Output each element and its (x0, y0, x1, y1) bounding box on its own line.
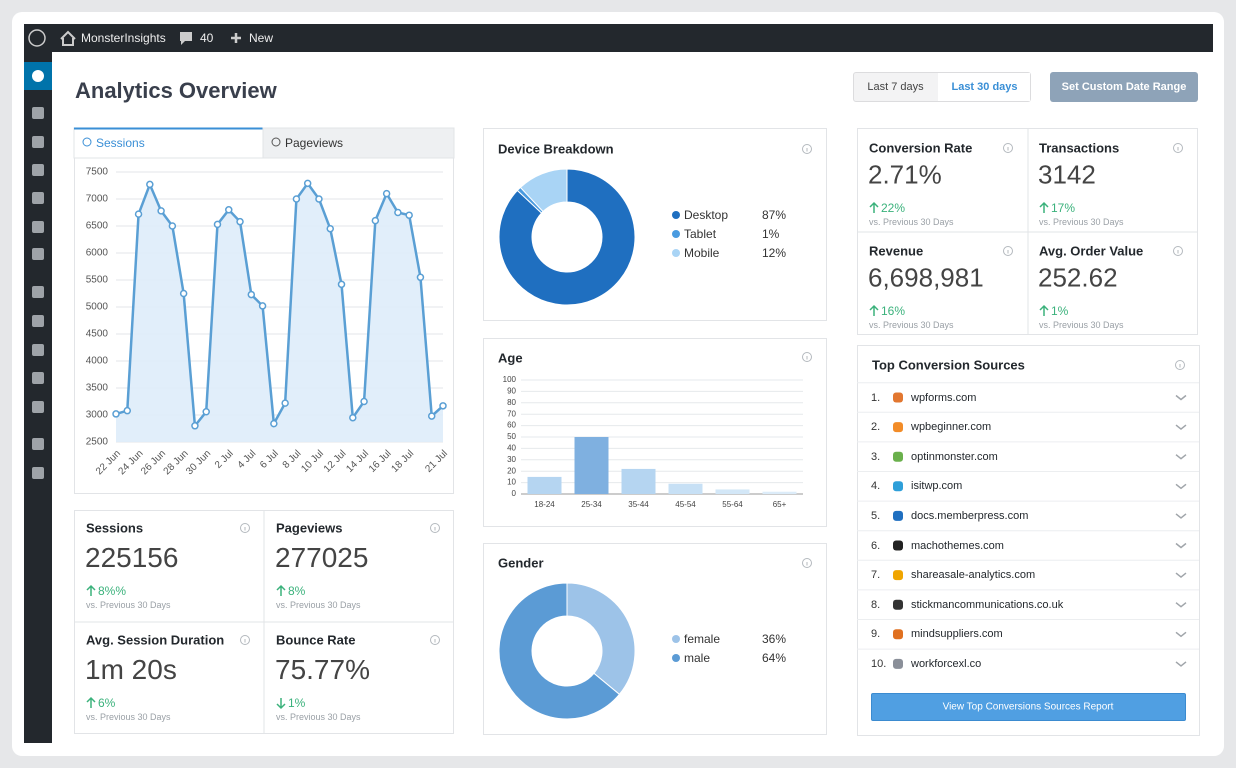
value-label: 12% (762, 246, 787, 260)
stat-value: 3142 (1038, 159, 1096, 190)
source-name[interactable]: workforcexl.co (911, 657, 982, 670)
source-rank: 10. (871, 657, 887, 670)
stat-value: 75.77% (275, 654, 370, 685)
stat-value: 277025 (275, 542, 369, 573)
stat-label: Avg. Session Duration (86, 632, 225, 648)
legend-label: male (684, 651, 711, 665)
report-button-label[interactable]: View Top Conversions Sources Report (942, 701, 1114, 713)
stat-label: Pageviews (276, 520, 343, 536)
source-name[interactable]: wpforms.com (911, 391, 977, 404)
stat-value: 252.62 (1038, 262, 1118, 293)
stat-label: Avg. Order Value (1039, 243, 1144, 259)
comment-count[interactable]: 40 (200, 31, 214, 45)
stat-change: 6% (98, 696, 116, 710)
age-panel (483, 338, 827, 527)
range-button[interactable]: Last 7 days (867, 81, 924, 93)
panel-title: Device Breakdown (498, 141, 614, 157)
source-name[interactable]: wpbeginner.com (911, 421, 992, 434)
new-link[interactable]: New (249, 31, 274, 45)
source-rank: 1. (871, 391, 881, 404)
stat-note: vs. Previous 30 Days (86, 600, 171, 610)
stat-note: vs. Previous 30 Days (869, 217, 954, 227)
legend-label: female (684, 632, 721, 646)
source-name[interactable]: docs.memberpress.com (911, 509, 1029, 522)
stat-label: Sessions (86, 520, 144, 536)
source-name[interactable]: isitwp.com (911, 480, 963, 493)
sessions-panel (74, 128, 454, 494)
source-name[interactable]: shareasale-analytics.com (911, 569, 1036, 582)
stat-label: Conversion Rate (869, 140, 973, 156)
site-name[interactable]: MonsterInsights (81, 31, 166, 45)
source-name[interactable]: machothemes.com (911, 539, 1004, 552)
stat-value: 225156 (85, 542, 179, 573)
stat-note: vs. Previous 30 Days (276, 712, 361, 722)
value-label: 36% (762, 632, 787, 646)
stat-value: 2.71% (868, 159, 942, 190)
tab-label[interactable]: Pageviews (285, 136, 344, 150)
panel-title: Top Conversion Sources (872, 357, 1025, 373)
panel-title: Gender (498, 555, 544, 571)
source-name[interactable]: optinmonster.com (911, 450, 998, 463)
legend-label: Desktop (684, 208, 729, 222)
panel-title: Age (498, 350, 523, 366)
page-title: Analytics Overview (75, 78, 277, 103)
value-label: 1% (762, 227, 780, 241)
stat-change: 16% (881, 304, 906, 318)
device-panel (483, 128, 827, 321)
stat-note: vs. Previous 30 Days (1039, 320, 1124, 330)
value-label: 87% (762, 208, 787, 222)
top-sources-panel (857, 345, 1200, 736)
source-rank: 6. (871, 539, 881, 552)
stat-change: 1% (1051, 304, 1069, 318)
source-rank: 7. (871, 569, 881, 582)
source-rank: 2. (871, 421, 881, 434)
admin-bar (24, 24, 1213, 52)
stat-label: Bounce Rate (276, 632, 356, 648)
sidebar-active-item[interactable] (24, 62, 52, 90)
stat-value: 6,698,981 (868, 262, 984, 293)
stat-value: 1m 20s (85, 654, 177, 685)
stat-change: 8%% (98, 584, 127, 598)
source-name[interactable]: stickmancommunications.co.uk (911, 598, 1064, 611)
source-rank: 8. (871, 598, 881, 611)
custom-range-button[interactable] (1050, 72, 1198, 102)
report-button[interactable] (871, 693, 1186, 721)
source-name[interactable]: mindsuppliers.com (911, 628, 1003, 641)
legend-label: Mobile (684, 246, 720, 260)
legend-label: Tablet (684, 227, 717, 241)
admin-sidebar (24, 52, 52, 743)
range-active-bg (938, 73, 1030, 101)
stat-label: Transactions (1039, 140, 1120, 156)
value-label: 64% (762, 651, 787, 665)
source-rank: 3. (871, 450, 881, 463)
stat-change: 1% (288, 696, 306, 710)
stat-note: vs. Previous 30 Days (1039, 217, 1124, 227)
source-rank: 5. (871, 509, 881, 522)
source-rank: 9. (871, 628, 881, 641)
source-rank: 4. (871, 480, 881, 493)
stat-note: vs. Previous 30 Days (869, 320, 954, 330)
stat-change: 22% (881, 201, 906, 215)
stat-change: 8% (288, 584, 306, 598)
stat-note: vs. Previous 30 Days (276, 600, 361, 610)
stat-note: vs. Previous 30 Days (86, 712, 171, 722)
range-button[interactable]: Last 30 days (951, 81, 1018, 93)
stat-change: 17% (1051, 201, 1076, 215)
stat-label: Revenue (869, 243, 924, 259)
tab-label[interactable]: Sessions (96, 136, 145, 150)
custom-range-label[interactable]: Set Custom Date Range (1061, 81, 1187, 93)
